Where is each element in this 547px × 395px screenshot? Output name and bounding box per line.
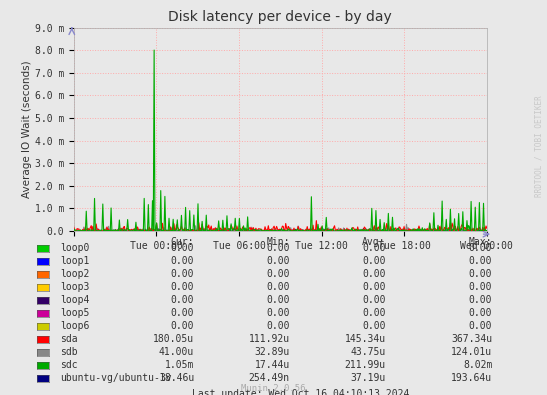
- Text: 193.64u: 193.64u: [451, 373, 492, 384]
- Text: 1.05m: 1.05m: [165, 360, 194, 371]
- Text: 0.00: 0.00: [266, 269, 290, 279]
- Text: 37.19u: 37.19u: [351, 373, 386, 384]
- Text: loop5: loop5: [60, 308, 90, 318]
- Text: 38.46u: 38.46u: [159, 373, 194, 384]
- Text: 367.34u: 367.34u: [451, 334, 492, 344]
- Text: 180.05u: 180.05u: [153, 334, 194, 344]
- Text: 0.00: 0.00: [362, 308, 386, 318]
- Text: 0.00: 0.00: [362, 269, 386, 279]
- Title: Disk latency per device - by day: Disk latency per device - by day: [168, 10, 392, 24]
- Text: 124.01u: 124.01u: [451, 347, 492, 357]
- Text: 0.00: 0.00: [266, 243, 290, 253]
- Text: 0.00: 0.00: [362, 256, 386, 266]
- Text: 0.00: 0.00: [171, 321, 194, 331]
- Text: Munin 2.0.56: Munin 2.0.56: [241, 384, 306, 393]
- Text: 0.00: 0.00: [469, 321, 492, 331]
- Text: RRDTOOL / TOBI OETIKER: RRDTOOL / TOBI OETIKER: [534, 95, 543, 197]
- Text: sdb: sdb: [60, 347, 78, 357]
- Text: 0.00: 0.00: [266, 282, 290, 292]
- Text: 41.00u: 41.00u: [159, 347, 194, 357]
- Text: 0.00: 0.00: [469, 256, 492, 266]
- Text: 0.00: 0.00: [469, 269, 492, 279]
- Text: 0.00: 0.00: [266, 321, 290, 331]
- Text: 0.00: 0.00: [469, 243, 492, 253]
- Text: 32.89u: 32.89u: [255, 347, 290, 357]
- Text: Max:: Max:: [469, 237, 492, 247]
- Text: 0.00: 0.00: [362, 321, 386, 331]
- Text: 0.00: 0.00: [469, 295, 492, 305]
- Text: Cur:: Cur:: [171, 237, 194, 247]
- Text: 0.00: 0.00: [171, 269, 194, 279]
- Text: 0.00: 0.00: [171, 308, 194, 318]
- Text: Min:: Min:: [266, 237, 290, 247]
- Text: 43.75u: 43.75u: [351, 347, 386, 357]
- Text: sdc: sdc: [60, 360, 78, 371]
- Text: 211.99u: 211.99u: [345, 360, 386, 371]
- Text: 0.00: 0.00: [266, 308, 290, 318]
- Text: 0.00: 0.00: [171, 256, 194, 266]
- Text: loop1: loop1: [60, 256, 90, 266]
- Text: 0.00: 0.00: [362, 295, 386, 305]
- Y-axis label: Average IO Wait (seconds): Average IO Wait (seconds): [22, 60, 32, 198]
- Text: 0.00: 0.00: [171, 282, 194, 292]
- Text: 0.00: 0.00: [469, 282, 492, 292]
- Text: Avg:: Avg:: [362, 237, 386, 247]
- Text: 0.00: 0.00: [171, 295, 194, 305]
- Text: 8.02m: 8.02m: [463, 360, 492, 371]
- Text: loop6: loop6: [60, 321, 90, 331]
- Text: ubuntu-vg/ubuntu-lv: ubuntu-vg/ubuntu-lv: [60, 373, 172, 384]
- Text: 0.00: 0.00: [266, 256, 290, 266]
- Text: 111.92u: 111.92u: [249, 334, 290, 344]
- Text: 0.00: 0.00: [362, 282, 386, 292]
- Text: 0.00: 0.00: [469, 308, 492, 318]
- Text: 145.34u: 145.34u: [345, 334, 386, 344]
- Text: 0.00: 0.00: [266, 295, 290, 305]
- Text: loop2: loop2: [60, 269, 90, 279]
- Text: loop3: loop3: [60, 282, 90, 292]
- Text: Last update: Wed Oct 16 04:10:13 2024: Last update: Wed Oct 16 04:10:13 2024: [192, 389, 410, 395]
- Text: loop4: loop4: [60, 295, 90, 305]
- Text: 254.49n: 254.49n: [249, 373, 290, 384]
- Text: loop0: loop0: [60, 243, 90, 253]
- Text: sda: sda: [60, 334, 78, 344]
- Text: 0.00: 0.00: [362, 243, 386, 253]
- Text: 0.00: 0.00: [171, 243, 194, 253]
- Text: 17.44u: 17.44u: [255, 360, 290, 371]
